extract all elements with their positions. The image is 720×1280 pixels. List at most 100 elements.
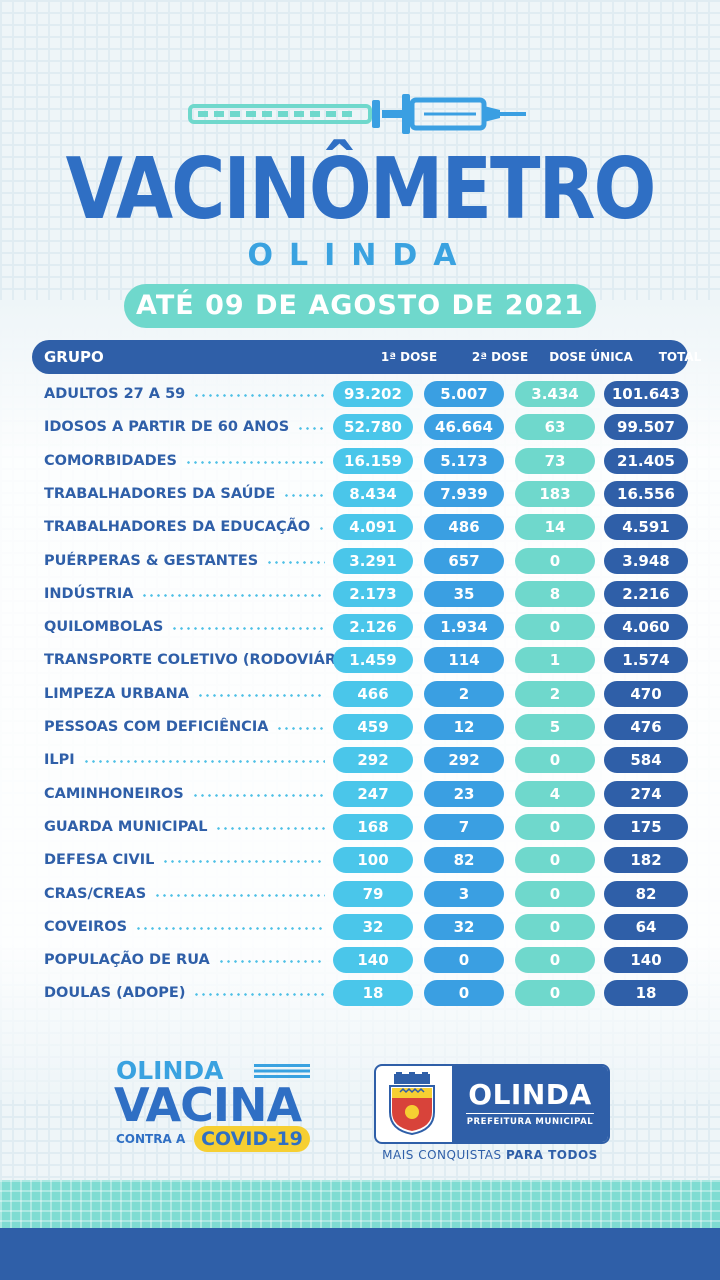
second-dose-value: 82	[424, 847, 504, 874]
footer-pattern	[0, 1180, 720, 1228]
table-header: GRUPO 1ª DOSE 2ª DOSE DOSE ÚNICA TOTAL	[32, 340, 701, 374]
second-dose-value: 0	[424, 980, 504, 1007]
first-dose-value: 32	[333, 913, 413, 940]
table-row: INDÚSTRIA 2.173 35 8 2.216	[0, 577, 720, 611]
single-dose-value: 0	[515, 980, 595, 1007]
dotted-leader	[318, 527, 325, 531]
prefeitura-logo: OLINDA PREFEITURA MUNICIPAL	[374, 1064, 610, 1144]
first-dose-value: 52.780	[333, 414, 413, 441]
dotted-leader	[283, 493, 325, 497]
second-dose-value: 486	[424, 514, 504, 541]
page-title: VACINÔMETRO	[65, 140, 657, 239]
campaign-contra: CONTRA A	[116, 1132, 186, 1146]
dotted-leader	[141, 593, 325, 597]
group-label: DOULAS (ADOPE)	[44, 985, 186, 1002]
total-value: 175	[604, 813, 688, 840]
olinda-vacina-logo: OLINDA VACINA CONTRA A COVID-19	[112, 1056, 312, 1166]
first-dose-value: 3.291	[333, 547, 413, 574]
group-label: ILPI	[44, 752, 75, 769]
first-dose-value: 140	[333, 947, 413, 974]
group-label: IDOSOS A PARTIR DE 60 ANOS	[44, 419, 290, 436]
first-dose-value: 168	[333, 813, 413, 840]
second-dose-value: 5.007	[424, 381, 504, 407]
coat-of-arms-icon	[389, 1072, 435, 1136]
page-subtitle: OLINDA	[247, 238, 473, 273]
total-value: 2.216	[604, 580, 688, 607]
single-dose-value: 0	[515, 813, 595, 840]
single-dose-value: 63	[515, 414, 595, 441]
total-value: 470	[604, 680, 688, 707]
first-dose-value: 466	[333, 680, 413, 707]
dotted-leader	[266, 560, 325, 564]
first-dose-value: 459	[333, 714, 413, 740]
table-row: PESSOAS COM DEFICIÊNCIA 459 12 5 476	[0, 710, 720, 744]
second-dose-value: 292	[424, 747, 504, 774]
group-label: CAMINHONEIROS	[44, 785, 184, 802]
table-row: COMORBIDADES 16.159 5.173 73 21.405	[0, 444, 720, 478]
slogan: MAIS CONQUISTAS PARA TODOS	[374, 1148, 606, 1162]
total-value: 4.591	[604, 514, 688, 541]
group-label: INDÚSTRIA	[44, 585, 134, 602]
dotted-leader	[162, 860, 325, 864]
header-first-dose: 1ª DOSE	[380, 350, 438, 364]
dotted-leader	[135, 926, 325, 930]
second-dose-value: 12	[424, 714, 504, 740]
second-dose-value: 7.939	[424, 480, 504, 507]
first-dose-value: 1.459	[333, 647, 413, 674]
table-row: QUILOMBOLAS 2.126 1.934 0 4.060	[0, 610, 720, 644]
first-dose-value: 8.434	[333, 480, 413, 507]
group-label: PUÉRPERAS & GESTANTES	[44, 552, 259, 569]
table-row: POPULAÇÃO DE RUA 140 0 0 140	[0, 943, 720, 977]
table-row: CAMINHONEIROS 247 23 4 274	[0, 777, 720, 811]
group-label: POPULAÇÃO DE RUA	[44, 952, 210, 969]
date-banner: ATÉ 09 DE AGOSTO DE 2021	[124, 284, 596, 328]
single-dose-value: 4	[515, 780, 595, 807]
second-dose-value: 2	[424, 680, 504, 707]
campaign-olinda: OLINDA	[116, 1056, 224, 1085]
total-value: 64	[604, 913, 688, 940]
table-row: IDOSOS A PARTIR DE 60 ANOS 52.780 46.664…	[0, 410, 720, 444]
single-dose-value: 0	[515, 847, 595, 874]
group-label: DEFESA CIVIL	[44, 852, 155, 869]
dotted-leader	[276, 727, 325, 730]
header-group: GRUPO	[44, 348, 104, 366]
total-value: 101.643	[604, 381, 688, 407]
table-row: DEFESA CIVIL 100 82 0 182	[0, 843, 720, 877]
decorative-lines-icon	[254, 1064, 310, 1078]
covid-badge: COVID-19	[194, 1126, 310, 1152]
dotted-leader	[192, 793, 325, 797]
second-dose-value: 7	[424, 813, 504, 840]
table-row: ADULTOS 27 A 59 93.202 5.007 3.434 101.6…	[0, 377, 720, 411]
slogan-bold: PARA TODOS	[505, 1148, 598, 1162]
group-label: COVEIROS	[44, 918, 128, 935]
second-dose-value: 5.173	[424, 447, 504, 474]
dotted-leader	[185, 460, 325, 464]
dotted-leader	[218, 960, 325, 964]
total-value: 18	[604, 980, 688, 1007]
second-dose-value: 32	[424, 913, 504, 940]
second-dose-value: 114	[424, 647, 504, 674]
total-value: 4.060	[604, 614, 688, 641]
total-value: 182	[604, 847, 688, 874]
second-dose-value: 35	[424, 580, 504, 607]
dotted-leader	[297, 427, 325, 431]
single-dose-value: 3.434	[515, 381, 595, 407]
first-dose-value: 16.159	[333, 447, 413, 474]
single-dose-value: 0	[515, 913, 595, 940]
first-dose-value: 247	[333, 780, 413, 807]
group-label: QUILOMBOLAS	[44, 619, 164, 636]
total-value: 476	[604, 714, 688, 740]
group-label: TRANSPORTE COLETIVO (RODOVIÁRIOS)	[44, 652, 371, 669]
total-value: 1.574	[604, 647, 688, 674]
dotted-leader	[171, 627, 325, 631]
prefeitura-name-panel: OLINDA PREFEITURA MUNICIPAL	[452, 1066, 608, 1142]
group-label: GUARDA MUNICIPAL	[44, 818, 208, 835]
single-dose-value: 0	[515, 947, 595, 974]
single-dose-value: 0	[515, 880, 595, 907]
dotted-leader	[197, 693, 325, 697]
second-dose-value: 23	[424, 780, 504, 807]
second-dose-value: 657	[424, 547, 504, 574]
dotted-leader	[215, 826, 325, 830]
single-dose-value: 1	[515, 647, 595, 674]
header-second-dose: 2ª DOSE	[471, 350, 529, 364]
